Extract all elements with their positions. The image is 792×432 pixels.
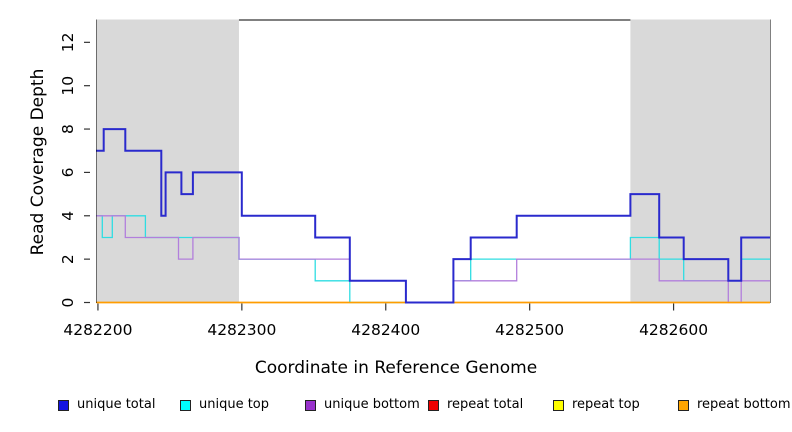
shaded-right-repeat-region <box>630 19 770 303</box>
x-tick-label: 4282400 <box>351 321 420 339</box>
legend-label-repeat-bottom: repeat bottom <box>697 397 791 412</box>
y-axis-title: Read Coverage Depth <box>28 68 48 256</box>
legend-label-unique-total: unique total <box>77 397 156 412</box>
legend-label-repeat-top: repeat top <box>572 397 640 412</box>
y-tick-label: 4 <box>59 211 77 221</box>
legend-label-unique-top: unique top <box>199 397 270 412</box>
legend-label-repeat-total: repeat total <box>447 397 524 412</box>
legend-item-repeat-bottom: repeat bottom <box>678 396 791 414</box>
y-tick-label: 0 <box>59 298 77 308</box>
series-line-unique-total <box>96 128 770 304</box>
legend-swatch-repeat-top <box>553 399 564 411</box>
x-tick-label: 4282200 <box>63 321 132 339</box>
legend-item-unique-top: unique top <box>180 396 269 414</box>
y-tick-label: 8 <box>59 124 77 134</box>
legend-item-repeat-total: repeat total <box>428 396 523 414</box>
shaded-left-repeat-region <box>96 19 239 303</box>
legend: unique total unique top unique bottom repea… <box>0 396 792 420</box>
legend-swatch-repeat-bottom <box>678 399 689 411</box>
legend-item-repeat-top: repeat top <box>553 396 640 414</box>
x-axis-title: Coordinate in Reference Genome <box>254 358 538 378</box>
legend-label-unique-bottom: unique bottom <box>324 397 420 412</box>
x-tick-label: 4282300 <box>207 321 276 339</box>
legend-swatch-unique-bottom <box>305 399 316 411</box>
x-tick-label: 4282500 <box>495 321 564 339</box>
legend-item-unique-total: unique total <box>58 396 155 414</box>
legend-swatch-repeat-total <box>428 399 439 411</box>
x-tick-label: 4282600 <box>639 321 708 339</box>
legend-item-unique-bottom: unique bottom <box>305 396 420 414</box>
legend-swatch-unique-total <box>58 399 69 411</box>
y-tick-label: 12 <box>59 32 77 52</box>
legend-swatch-unique-top <box>180 399 191 411</box>
y-tick-label: 6 <box>59 167 77 177</box>
y-tick-label: 2 <box>59 254 77 264</box>
y-tick-label: 10 <box>59 76 77 96</box>
